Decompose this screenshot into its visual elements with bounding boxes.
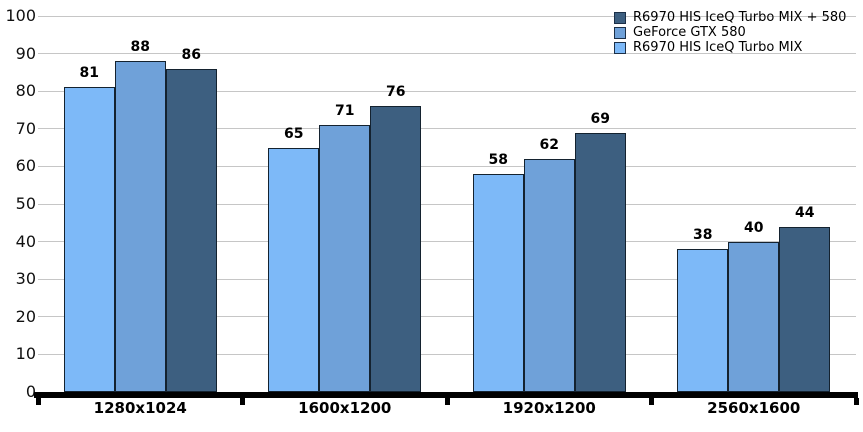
legend-label: GeForce GTX 580 xyxy=(633,25,746,40)
x-axis-line xyxy=(34,392,858,398)
x-axis-tick xyxy=(444,398,450,405)
bar-value-label: 69 xyxy=(590,110,610,127)
x-axis-tick xyxy=(35,398,41,405)
bar-value-label: 44 xyxy=(795,204,815,221)
bar xyxy=(574,132,626,392)
bar-value-label: 40 xyxy=(744,219,764,236)
gridline xyxy=(38,128,856,130)
bar-value-label: 58 xyxy=(488,151,508,168)
legend-row: R6970 HIS IceQ Turbo MIX + 580 xyxy=(614,11,846,24)
y-tick-label: 10 xyxy=(15,344,36,364)
gridline xyxy=(38,203,856,205)
bar xyxy=(165,68,217,392)
bar-value-label: 65 xyxy=(284,125,304,142)
bar xyxy=(779,226,831,392)
legend-row: R6970 HIS IceQ Turbo MIX xyxy=(614,41,802,54)
x-category-label: 1280x1024 xyxy=(93,399,187,417)
y-tick-label: 80 xyxy=(15,81,36,101)
x-category-label: 1920x1200 xyxy=(502,399,596,417)
legend-swatch xyxy=(614,11,626,24)
legend-swatch xyxy=(614,41,626,54)
x-category-label: 2560x1600 xyxy=(707,399,801,417)
gridline xyxy=(38,278,856,280)
x-axis-tick xyxy=(649,398,654,405)
legend-label: R6970 HIS IceQ Turbo MIX xyxy=(633,40,803,55)
bar-value-label: 76 xyxy=(386,84,406,101)
y-tick-label: 90 xyxy=(15,43,36,63)
x-axis-tick xyxy=(240,398,245,405)
legend-swatch xyxy=(614,26,626,39)
y-tick-label: 70 xyxy=(15,118,36,138)
bar xyxy=(268,147,320,392)
y-tick-label: 50 xyxy=(15,194,36,213)
bar-value-label: 88 xyxy=(130,39,150,56)
x-category-label: 1600x1200 xyxy=(298,399,392,417)
gridline xyxy=(38,90,856,92)
bar xyxy=(114,61,166,392)
bar-value-label: 81 xyxy=(79,65,99,82)
bar xyxy=(319,125,371,392)
y-tick-label: 100 xyxy=(5,6,36,25)
bar xyxy=(677,249,729,392)
gridline xyxy=(38,353,856,355)
bar xyxy=(370,106,422,392)
y-tick-label: 30 xyxy=(15,269,36,289)
gridline xyxy=(38,241,856,243)
y-tick-label: 60 xyxy=(15,156,36,176)
legend-label: R6970 HIS IceQ Turbo MIX + 580 xyxy=(633,10,847,25)
bar xyxy=(472,173,524,392)
y-tick-label: 0 xyxy=(25,382,36,401)
gridline xyxy=(38,165,856,167)
legend-row: GeForce GTX 580 xyxy=(614,26,746,39)
gridline xyxy=(38,15,856,17)
gridline xyxy=(38,316,856,318)
y-tick-label: 40 xyxy=(15,231,36,251)
gridline xyxy=(38,53,856,55)
y-tick-label: 20 xyxy=(15,306,36,326)
x-axis-tick xyxy=(853,398,859,405)
bar-value-label: 62 xyxy=(539,136,559,153)
bar-value-label: 71 xyxy=(335,103,355,120)
bar-value-label: 86 xyxy=(181,46,201,63)
bar xyxy=(728,241,780,392)
bar xyxy=(523,158,575,392)
bar-value-label: 38 xyxy=(693,227,713,244)
bar xyxy=(63,87,115,392)
